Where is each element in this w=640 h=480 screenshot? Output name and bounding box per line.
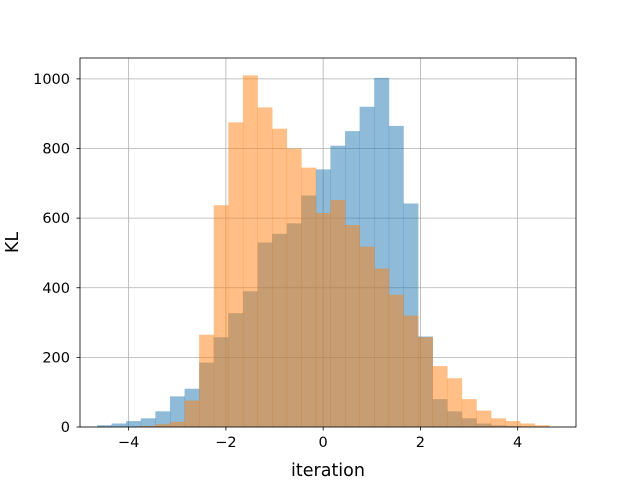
histogram-bar	[345, 225, 361, 427]
histogram-bar	[432, 366, 448, 427]
x-tick-label: −2	[215, 435, 236, 451]
histogram-bar	[359, 246, 375, 427]
histogram-bar	[272, 128, 288, 427]
histogram-bar	[213, 205, 229, 427]
histogram-bar	[155, 411, 171, 427]
histogram-bar	[140, 418, 156, 427]
histogram-bar	[374, 268, 390, 427]
histogram-bar	[242, 75, 258, 427]
histogram-bar	[476, 410, 492, 427]
x-tick-label: 4	[513, 435, 522, 451]
y-tick-label: 200	[42, 350, 70, 366]
y-tick-label: 1000	[33, 72, 70, 88]
histogram-bar	[97, 425, 113, 427]
histogram-bar	[505, 421, 521, 427]
x-tick-label: −4	[118, 435, 139, 451]
histogram-bar	[490, 418, 506, 427]
histogram-bar	[520, 423, 536, 427]
histogram-bar	[111, 423, 127, 427]
y-axis-label: KL	[3, 232, 23, 253]
plot-frame	[79, 57, 577, 428]
y-tick-label: 0	[61, 420, 70, 436]
histogram-bar	[417, 337, 433, 427]
histogram-bar	[169, 396, 185, 427]
histogram-bar	[126, 421, 142, 427]
y-tick-label: 800	[42, 142, 70, 158]
histogram-bar	[330, 200, 346, 427]
histogram-bars	[97, 75, 550, 428]
axis-ticks: −4 −2 0 2 4 0 200 400 600 800 1000	[33, 72, 522, 451]
histogram-bar	[184, 400, 200, 427]
x-tick-label: 0	[319, 435, 328, 451]
histogram-bar	[155, 424, 171, 427]
x-axis-label: iteration	[291, 461, 365, 480]
histogram-bar	[461, 399, 477, 427]
histogram-bar	[257, 107, 273, 428]
histogram-bar	[315, 212, 331, 427]
y-tick-label: 400	[42, 281, 70, 297]
histogram-bar	[228, 122, 244, 427]
histogram-bar	[447, 378, 463, 427]
histogram-bar	[199, 334, 215, 427]
histogram-bar	[286, 148, 302, 427]
histogram-bar	[403, 315, 419, 427]
histogram-bar	[301, 167, 317, 428]
x-tick-label: 2	[416, 435, 425, 451]
histogram-bar	[534, 425, 550, 427]
y-tick-label: 600	[42, 211, 70, 227]
histogram-bar	[169, 421, 185, 427]
histogram-bar	[388, 294, 404, 427]
histogram-bar	[140, 425, 156, 427]
